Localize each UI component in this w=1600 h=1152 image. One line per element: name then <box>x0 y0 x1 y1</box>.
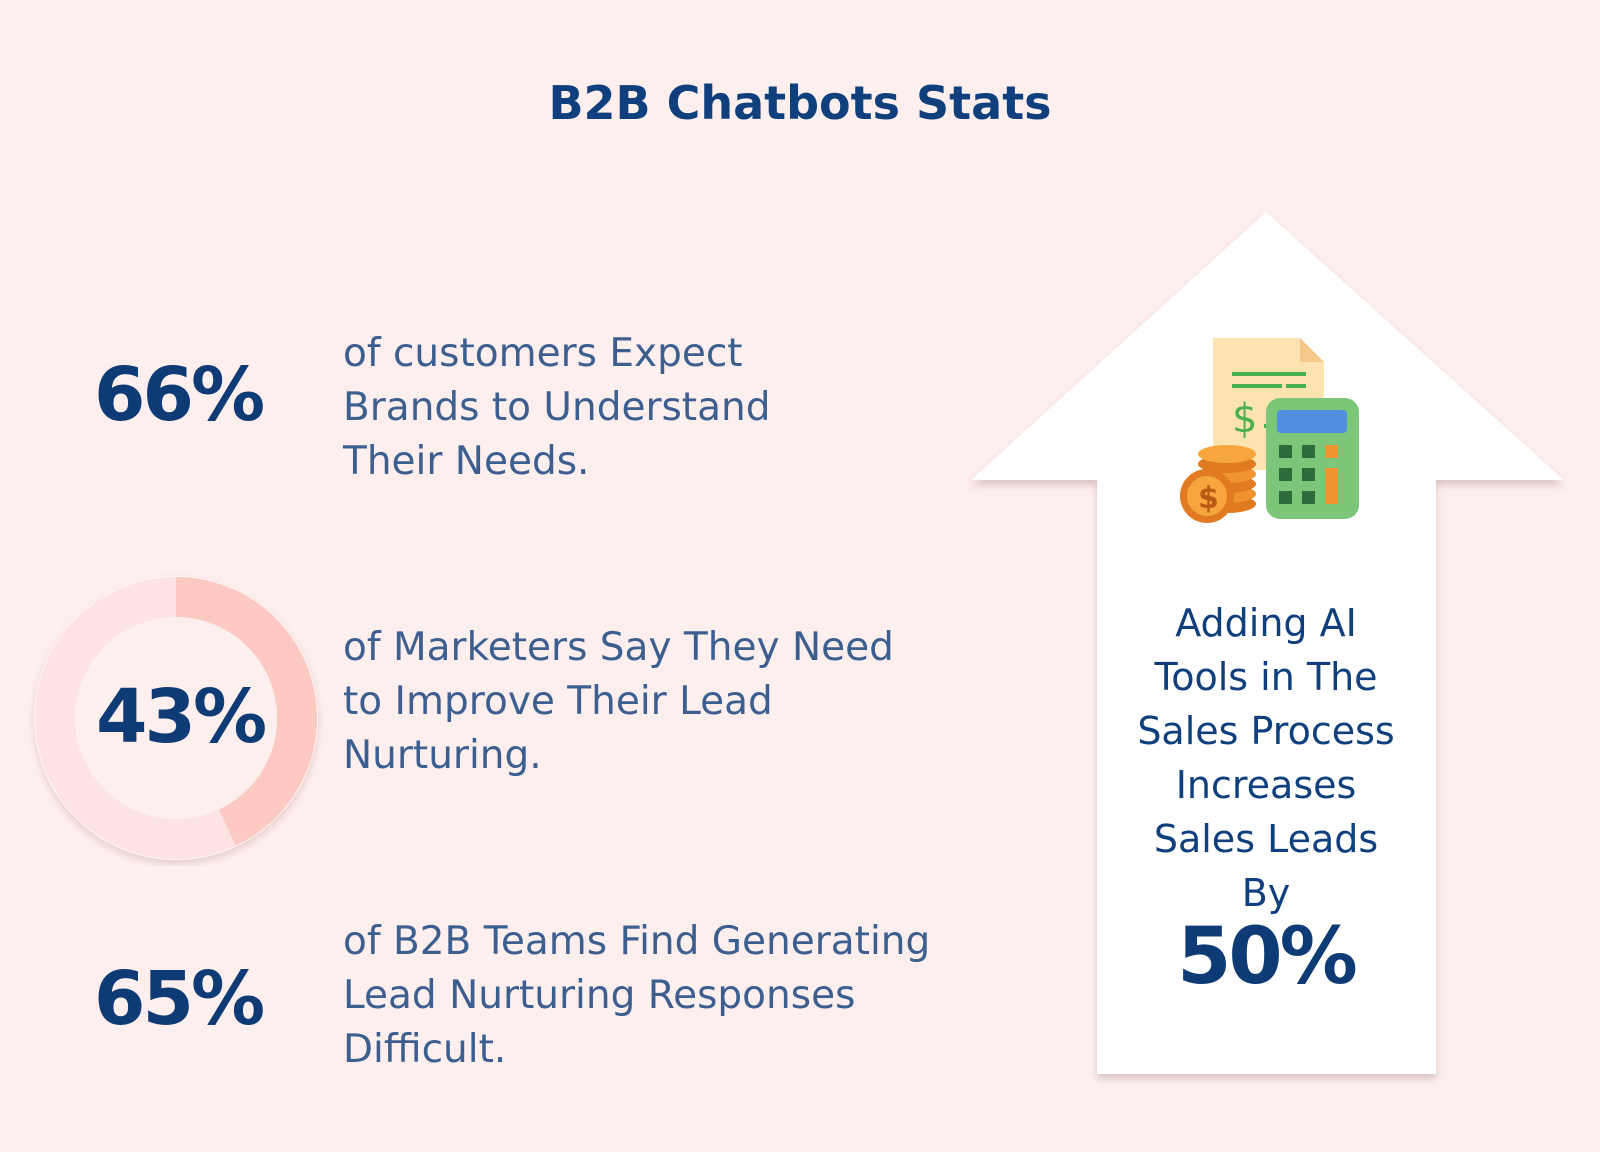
arrow-description-line: Tools in The <box>1154 655 1378 699</box>
arrow-stat-value: 50% <box>1177 912 1358 1002</box>
stat-description-line: Difficult. <box>343 1027 507 1072</box>
svg-text:$: $ <box>1198 481 1219 516</box>
stat-description-line: Their Needs. <box>343 439 590 484</box>
arrow-description: Adding AI Tools in The Sales Process Inc… <box>1096 596 1436 920</box>
stat-description-marketers: of Marketers Say They Need to Improve Th… <box>343 621 894 783</box>
arrow-shape <box>971 212 1564 1074</box>
stat-description-line: to Improve Their Lead <box>343 679 773 724</box>
arrow-description-line: Sales Process <box>1137 709 1395 753</box>
svg-text:$: $ <box>1232 396 1257 442</box>
arrow-description-line: By <box>1241 871 1291 915</box>
arrow-description-line: Adding AI <box>1175 601 1357 645</box>
ring-fill <box>35 577 317 859</box>
ring-center <box>75 617 277 819</box>
stat-description-b2b-teams: of B2B Teams Find Generating Lead Nurtur… <box>343 915 930 1077</box>
stat-description-line: Lead Nurturing Responses <box>343 973 856 1018</box>
stat-value-b2b-teams: 65% <box>94 956 265 1042</box>
stat-description-line: Brands to Understand <box>343 385 771 430</box>
calculator-invoice-coins-icon: $ $ <box>1180 338 1359 523</box>
progress-ring <box>34 576 318 860</box>
stat-value-marketers: 43% <box>96 674 267 760</box>
page-title: B2B Chatbots Stats <box>548 76 1052 130</box>
stat-value-customers: 66% <box>94 352 265 438</box>
arrow-description-line: Sales Leads <box>1153 817 1379 861</box>
arrow-description-line: Increases <box>1175 763 1357 807</box>
stat-description-line: of Marketers Say They Need <box>343 625 894 670</box>
stat-description-line: of customers Expect <box>343 331 743 376</box>
stat-description-line: of B2B Teams Find Generating <box>343 919 931 964</box>
stat-description-customers: of customers Expect Brands to Understand… <box>343 327 770 489</box>
stat-description-line: Nurturing. <box>343 733 542 778</box>
